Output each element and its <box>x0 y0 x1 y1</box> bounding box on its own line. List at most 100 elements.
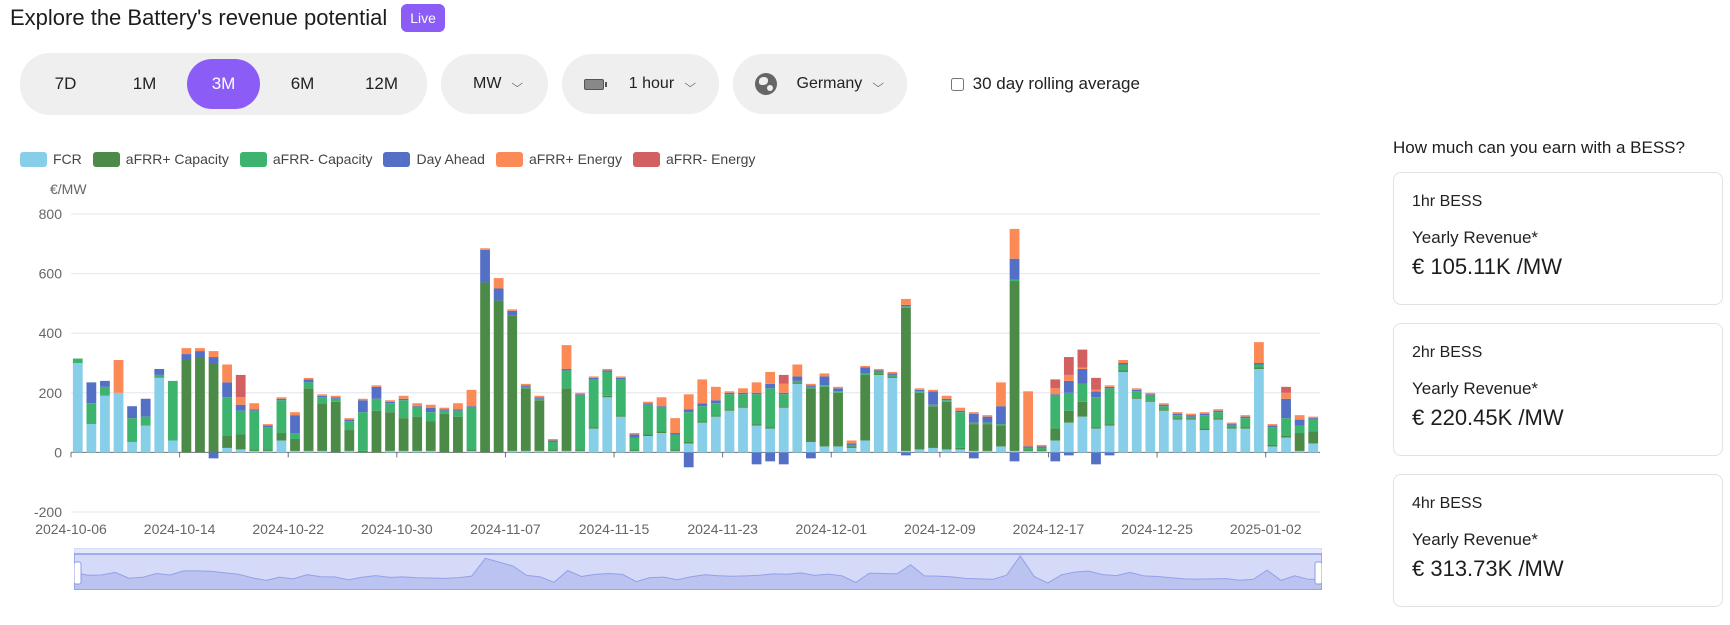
bar-segment <box>303 382 314 389</box>
duration-select[interactable]: 1 hour ⌵ <box>561 54 719 114</box>
bar-segment <box>276 400 287 434</box>
rolling-average-toggle[interactable]: 30 day rolling average <box>950 74 1140 94</box>
bar-segment <box>1063 357 1074 375</box>
bar-segment <box>1254 342 1264 363</box>
x-tick-label: 2024-10-06 <box>35 521 107 537</box>
bar-segment <box>914 391 925 393</box>
bar-segment <box>968 450 979 453</box>
bar-segment <box>86 403 97 425</box>
bar-segment <box>548 438 558 441</box>
bar-segment <box>670 434 681 450</box>
legend-item-fcr[interactable]: FCR <box>20 151 82 167</box>
legend-item-afrr-plus-capacity[interactable]: aFRR+ Capacity <box>92 151 229 167</box>
x-tick-label: 2025-01-02 <box>1230 521 1302 537</box>
bar-segment <box>1104 425 1115 453</box>
legend-item-day-ahead[interactable]: Day Ahead <box>383 151 485 167</box>
bar-segment <box>968 424 979 451</box>
date-range-slider[interactable] <box>73 547 1323 591</box>
bar-segment <box>1294 425 1305 434</box>
country-select[interactable]: Germany ⌵ <box>732 54 907 114</box>
bar-segment <box>398 398 409 401</box>
bar-segment <box>1036 444 1047 447</box>
bar-segment <box>1254 363 1264 365</box>
bar-segment <box>371 386 382 399</box>
bar-segment <box>317 394 328 396</box>
bar-segment <box>575 394 585 396</box>
bar-segment <box>507 309 518 311</box>
bar-segment <box>1281 392 1291 399</box>
bar-segment <box>1091 427 1101 429</box>
bar-segment <box>1213 418 1224 420</box>
bar-segment <box>615 376 626 378</box>
bar-segment <box>846 446 857 448</box>
bar-segment <box>1091 452 1101 465</box>
bar-segment <box>154 377 165 453</box>
bar-segment <box>1077 383 1088 402</box>
rolling-average-checkbox[interactable] <box>950 77 964 91</box>
bar-segment <box>466 407 477 450</box>
revenue-panel: How much can you earn with a BESS? 1hr B… <box>1393 138 1723 625</box>
unit-select[interactable]: MW ⌵ <box>441 54 548 114</box>
bar-segment <box>1158 410 1169 453</box>
legend-swatch <box>239 151 267 167</box>
bar-segment <box>765 371 776 384</box>
bar-segment <box>412 450 423 453</box>
bar-segment <box>778 374 789 384</box>
bar-segment <box>507 315 518 451</box>
period-3m-button[interactable]: 3M <box>187 59 260 109</box>
bar-segment <box>222 436 233 448</box>
bar-segment <box>1009 228 1020 259</box>
bar-segment <box>439 409 450 411</box>
bar-segment <box>1213 410 1224 413</box>
legend-item-afrr-plus-energy[interactable]: aFRR+ Energy <box>495 151 622 167</box>
bar-segment <box>941 449 952 453</box>
bar-segment <box>575 449 585 451</box>
bar-segment <box>222 397 233 437</box>
bar-segment <box>398 450 409 453</box>
bar-segment <box>1294 450 1305 453</box>
bar-segment <box>127 406 137 419</box>
bar-segment <box>1077 401 1088 417</box>
bar-segment <box>751 425 762 453</box>
bar-segment <box>1294 433 1305 451</box>
bar-segment <box>724 409 735 411</box>
bar-segment <box>833 388 843 392</box>
bar-segment <box>398 400 409 419</box>
bar-segment <box>1009 450 1020 453</box>
bar-segment <box>548 441 558 450</box>
bar-segment <box>453 403 463 410</box>
bar-segment <box>425 407 436 413</box>
bar-segment <box>262 424 273 426</box>
bar-segment <box>615 415 626 417</box>
legend-label: aFRR- Energy <box>665 151 756 167</box>
bar-segment <box>901 306 911 308</box>
y-tick-label: 200 <box>39 385 63 401</box>
period-12m-button[interactable]: 12M <box>345 59 418 109</box>
legend-item-afrr-minus-capacity[interactable]: aFRR- Capacity <box>239 151 372 167</box>
bar-segment <box>928 447 938 453</box>
bar-segment <box>344 418 355 420</box>
legend-item-afrr-minus-energy[interactable]: aFRR- Energy <box>632 151 756 167</box>
bar-segment <box>1131 398 1142 453</box>
period-7d-button[interactable]: 7D <box>29 59 102 109</box>
bar-segment <box>1199 413 1210 416</box>
bar-segment <box>1213 419 1224 453</box>
bar-segment <box>466 450 477 453</box>
period-6m-button[interactable]: 6M <box>266 59 339 109</box>
bar-segment <box>697 422 708 453</box>
bar-segment <box>751 392 762 395</box>
bar-segment <box>697 403 708 407</box>
bar-segment <box>1308 416 1319 419</box>
bar-segment <box>643 434 653 437</box>
bar-segment <box>1267 446 1278 453</box>
overview-area <box>73 555 1323 591</box>
period-1m-button[interactable]: 1M <box>108 59 181 109</box>
bar-segment <box>235 374 246 398</box>
bar-segment <box>195 357 205 453</box>
bar-segment <box>792 382 803 384</box>
bar-segment <box>398 395 409 399</box>
bar-segment <box>100 386 110 396</box>
country-select-value: Germany <box>796 75 863 92</box>
legend-swatch <box>383 151 411 167</box>
bar-segment <box>588 379 599 428</box>
